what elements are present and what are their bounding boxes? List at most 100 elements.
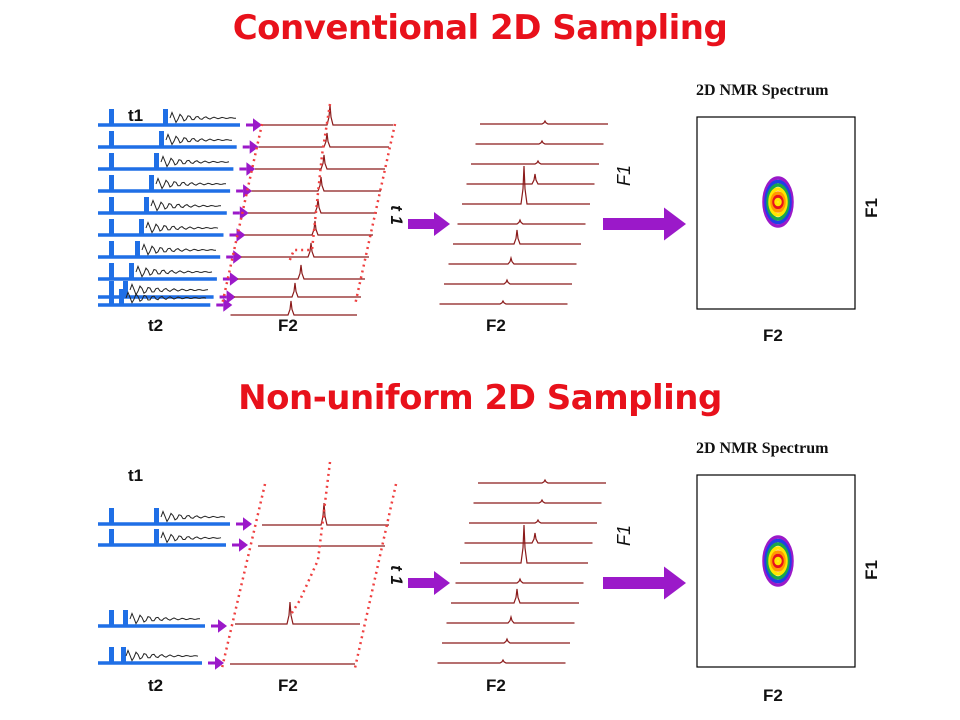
fid-signal	[135, 265, 213, 278]
pulse-bar	[109, 610, 114, 626]
contour-ring	[762, 176, 794, 228]
pulse-bar	[144, 197, 149, 213]
t2-label: t2	[148, 316, 164, 335]
spectrum-title: 2D NMR Spectrum	[696, 440, 829, 457]
dotted-envelope-left	[220, 123, 264, 306]
fid-signal	[155, 177, 227, 190]
purple-arrow	[242, 140, 259, 154]
purple-arrow-head	[226, 290, 236, 304]
f1-trace	[460, 524, 588, 564]
spectrum-title: 2D NMR Spectrum	[696, 82, 829, 99]
fid-row	[98, 197, 227, 215]
f1-trace	[478, 478, 606, 484]
purple-arrow-head	[239, 538, 248, 552]
purple-arrow-head	[229, 272, 239, 286]
f1-trace	[464, 532, 593, 544]
fid-signal	[160, 155, 230, 168]
fid-signal	[160, 531, 222, 544]
fid-row	[98, 175, 231, 193]
dotted-envelope-right	[353, 123, 397, 306]
pulse-bar	[109, 241, 114, 257]
pulse-bar	[154, 529, 159, 545]
pulse-bar	[109, 529, 114, 545]
pulse-bar	[149, 175, 154, 191]
f2-trace	[255, 154, 385, 170]
pulse-bar	[123, 610, 128, 626]
contour-ring	[762, 535, 794, 587]
purple-arrow	[239, 162, 256, 176]
dotted-envelope-peak	[287, 103, 332, 263]
purple-arrow	[219, 290, 236, 304]
purple-arrow-head	[249, 140, 259, 154]
purple-arrow	[208, 656, 224, 670]
spectrum-contours	[762, 535, 794, 587]
f2-trace	[241, 242, 369, 258]
fid-signal	[125, 291, 207, 304]
purple-arrow-head	[243, 517, 252, 531]
pulse-bar	[109, 197, 114, 213]
pulse-bar	[163, 109, 168, 125]
purple-arrow-head	[243, 184, 253, 198]
pulse-bar	[109, 263, 114, 279]
f1-trace	[439, 299, 568, 305]
purple-arrow	[236, 517, 252, 531]
fid-signal	[129, 283, 209, 296]
t1-arrow-head	[434, 571, 450, 595]
fid-signal	[141, 243, 217, 256]
fourier-arrow-head	[664, 566, 686, 600]
fid-row	[98, 241, 221, 259]
f1-trace	[451, 588, 579, 604]
pulse-bar	[139, 219, 144, 235]
fid-row	[98, 647, 202, 665]
purple-arrow-head	[246, 162, 256, 176]
f2-trace	[244, 220, 373, 236]
pulse-bar	[109, 153, 114, 169]
fid-row	[98, 508, 230, 526]
pulse-bar	[109, 647, 114, 663]
contour-ring	[772, 194, 784, 210]
purple-arrow-head	[223, 298, 233, 312]
pulse-bar	[109, 508, 114, 524]
f2-trace	[251, 176, 381, 192]
fid-signal	[150, 199, 222, 212]
pulse-bar	[119, 289, 124, 305]
purple-arrow	[226, 250, 243, 264]
purple-arrow-head	[233, 250, 243, 264]
f1-trace	[471, 159, 599, 165]
f2-trace	[235, 601, 360, 625]
contour-ring	[766, 542, 790, 580]
spectrum-f2-label: F2	[763, 686, 783, 705]
purple-arrow-head	[253, 118, 262, 132]
f1-trace	[473, 498, 602, 504]
fid-signal	[165, 133, 233, 146]
pulse-bar	[154, 153, 159, 169]
f1-trace	[453, 229, 581, 245]
t1-arrow	[408, 212, 450, 236]
contour-ring	[774, 197, 782, 207]
fid-row	[98, 289, 211, 307]
contour-ring	[770, 191, 786, 213]
dotted-envelope-right	[353, 483, 398, 669]
purple-arrow	[236, 184, 253, 198]
dotted-envelope-left	[220, 483, 267, 669]
f2-trace	[262, 502, 389, 526]
pulse-bar	[109, 219, 114, 235]
pulse-bar	[154, 508, 159, 524]
fid-row	[98, 131, 237, 149]
f1-trace	[442, 637, 570, 644]
fid-row	[98, 263, 217, 281]
contour-ring	[772, 553, 784, 569]
fid-signal	[169, 111, 237, 124]
f1-trace	[446, 614, 575, 624]
pulse-bar	[109, 175, 114, 191]
f1-trace	[437, 658, 566, 664]
pulse-bar	[159, 131, 164, 147]
f2-trace	[230, 300, 357, 316]
f1-trace	[480, 119, 608, 125]
f2-stack-label: F2	[278, 316, 298, 335]
purple-arrow	[216, 298, 233, 312]
purple-arrow-head	[218, 619, 227, 633]
fourier-arrow-head	[664, 207, 686, 241]
purple-arrow	[222, 272, 239, 286]
